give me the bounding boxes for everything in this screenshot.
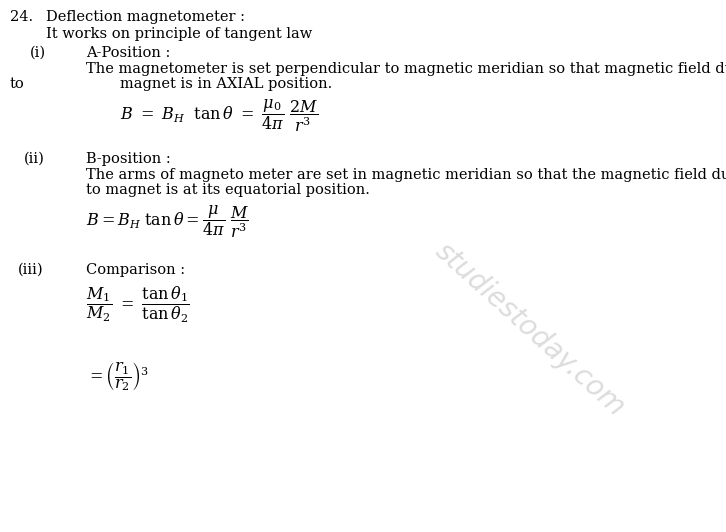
Text: to magnet is at its equatorial position.: to magnet is at its equatorial position. [86, 183, 370, 197]
Text: $\dfrac{M_1}{M_2} \ = \ \dfrac{\tan\theta_1}{\tan\theta_2}$: $\dfrac{M_1}{M_2} \ = \ \dfrac{\tan\thet… [86, 285, 189, 326]
Text: $B \ = \ B_H \ \ \tan\theta \ = \ \dfrac{\mu_0}{4\pi} \ \dfrac{2M}{r^3}$: $B \ = \ B_H \ \ \tan\theta \ = \ \dfrac… [120, 97, 319, 134]
Text: (i): (i) [30, 46, 46, 60]
Text: 24.: 24. [10, 10, 33, 24]
Text: Deflection magnetometer :: Deflection magnetometer : [46, 10, 245, 24]
Text: studiestoday.com: studiestoday.com [430, 238, 630, 422]
Text: magnet is in AXIAL position.: magnet is in AXIAL position. [120, 77, 333, 91]
Text: $= \left(\dfrac{r_1}{r_2}\right)^3$: $= \left(\dfrac{r_1}{r_2}\right)^3$ [86, 360, 149, 393]
Text: The magnetometer is set perpendicular to magnetic meridian so that magnetic fiel: The magnetometer is set perpendicular to… [86, 62, 726, 76]
Text: The arms of magneto meter are set in magnetic meridian so that the magnetic fiel: The arms of magneto meter are set in mag… [86, 168, 726, 182]
Text: It works on principle of tangent law: It works on principle of tangent law [46, 27, 312, 41]
Text: (iii): (iii) [18, 263, 44, 277]
Text: Comparison :: Comparison : [86, 263, 185, 277]
Text: (ii): (ii) [24, 152, 45, 166]
Text: B-position :: B-position : [86, 152, 171, 166]
Text: $B = B_H \ \tan\theta = \dfrac{\mu}{4\pi} \ \dfrac{M}{r^3}$: $B = B_H \ \tan\theta = \dfrac{\mu}{4\pi… [86, 203, 249, 240]
Text: to: to [10, 77, 25, 91]
Text: A-Position :: A-Position : [86, 46, 171, 60]
